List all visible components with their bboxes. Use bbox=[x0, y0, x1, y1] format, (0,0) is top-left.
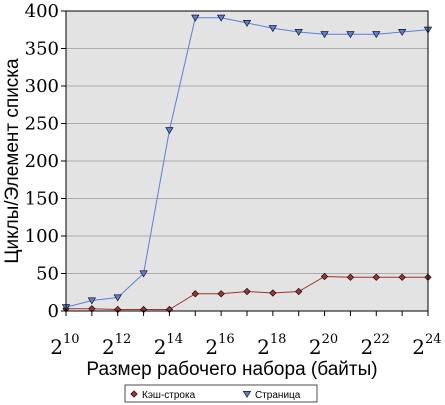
legend: Кэш-строка Страница bbox=[124, 384, 318, 403]
x-axis-ticks: 2 10 2 12 2 14 2 16 2 18 2 20 2 22 2 24 bbox=[50, 311, 442, 359]
data-point bbox=[372, 31, 381, 39]
data-point bbox=[320, 31, 329, 39]
x-tick-label-exponent: 22 bbox=[373, 332, 390, 347]
x-tick-label-exponent: 12 bbox=[115, 332, 132, 347]
data-point bbox=[165, 127, 174, 135]
x-tick-label-exponent: 20 bbox=[322, 332, 339, 347]
x-tick-label-base: 2 bbox=[309, 335, 322, 359]
y-tick-label: 100 bbox=[25, 226, 59, 247]
y-tick-label: 400 bbox=[25, 1, 59, 22]
data-point bbox=[268, 25, 277, 33]
legend-marker bbox=[130, 390, 138, 398]
data-point bbox=[87, 297, 96, 305]
y-axis-ticks: 0 50 100 150 200 250 300 350 400 bbox=[25, 1, 66, 322]
data-point bbox=[398, 273, 406, 281]
data-point bbox=[320, 272, 329, 281]
x-tick-label-base: 2 bbox=[412, 335, 425, 359]
y-tick-label: 250 bbox=[25, 114, 59, 135]
data-point bbox=[346, 31, 355, 39]
data-point bbox=[217, 290, 225, 298]
data-point bbox=[269, 289, 277, 297]
data-point bbox=[398, 28, 407, 36]
legend-marker bbox=[242, 390, 252, 398]
legend-box bbox=[124, 384, 318, 403]
data-point bbox=[139, 270, 148, 278]
y-axis-label: Циклы/Элемент списка bbox=[2, 58, 23, 264]
y-tick-label: 350 bbox=[25, 39, 59, 60]
data-point bbox=[294, 28, 303, 36]
x-tick-label-exponent: 10 bbox=[63, 332, 80, 347]
y-tick-label: 0 bbox=[48, 301, 59, 322]
legend-entry: Страница bbox=[255, 390, 301, 401]
x-tick-label-base: 2 bbox=[154, 335, 167, 359]
x-tick-label-base: 2 bbox=[102, 335, 115, 359]
data-point bbox=[191, 290, 199, 298]
data-point bbox=[243, 287, 251, 296]
legend-entry: Кэш-строка bbox=[142, 390, 196, 401]
data-point bbox=[191, 14, 200, 22]
x-tick-label-exponent: 24 bbox=[425, 332, 442, 347]
x-axis-label: Размер рабочего набора (байты) bbox=[86, 359, 377, 380]
x-tick-label-exponent: 16 bbox=[218, 332, 235, 347]
y-tick-label: 300 bbox=[25, 76, 59, 97]
y-tick-label: 150 bbox=[25, 189, 59, 210]
x-tick-label-exponent: 14 bbox=[166, 332, 183, 347]
grid bbox=[66, 48, 428, 274]
y-tick-label: 200 bbox=[25, 151, 59, 172]
data-point bbox=[242, 19, 252, 27]
data-point bbox=[217, 14, 226, 22]
data-point bbox=[113, 294, 122, 302]
x-tick-label-exponent: 18 bbox=[270, 332, 287, 347]
x-tick-label-base: 2 bbox=[361, 335, 374, 359]
x-tick-label-base: 2 bbox=[257, 335, 270, 359]
x-tick-label-base: 2 bbox=[205, 335, 218, 359]
y-tick-label: 50 bbox=[36, 264, 59, 285]
data-point bbox=[372, 273, 380, 281]
data-point bbox=[295, 287, 303, 296]
data-point bbox=[346, 273, 355, 281]
x-tick-label-base: 2 bbox=[50, 335, 63, 359]
